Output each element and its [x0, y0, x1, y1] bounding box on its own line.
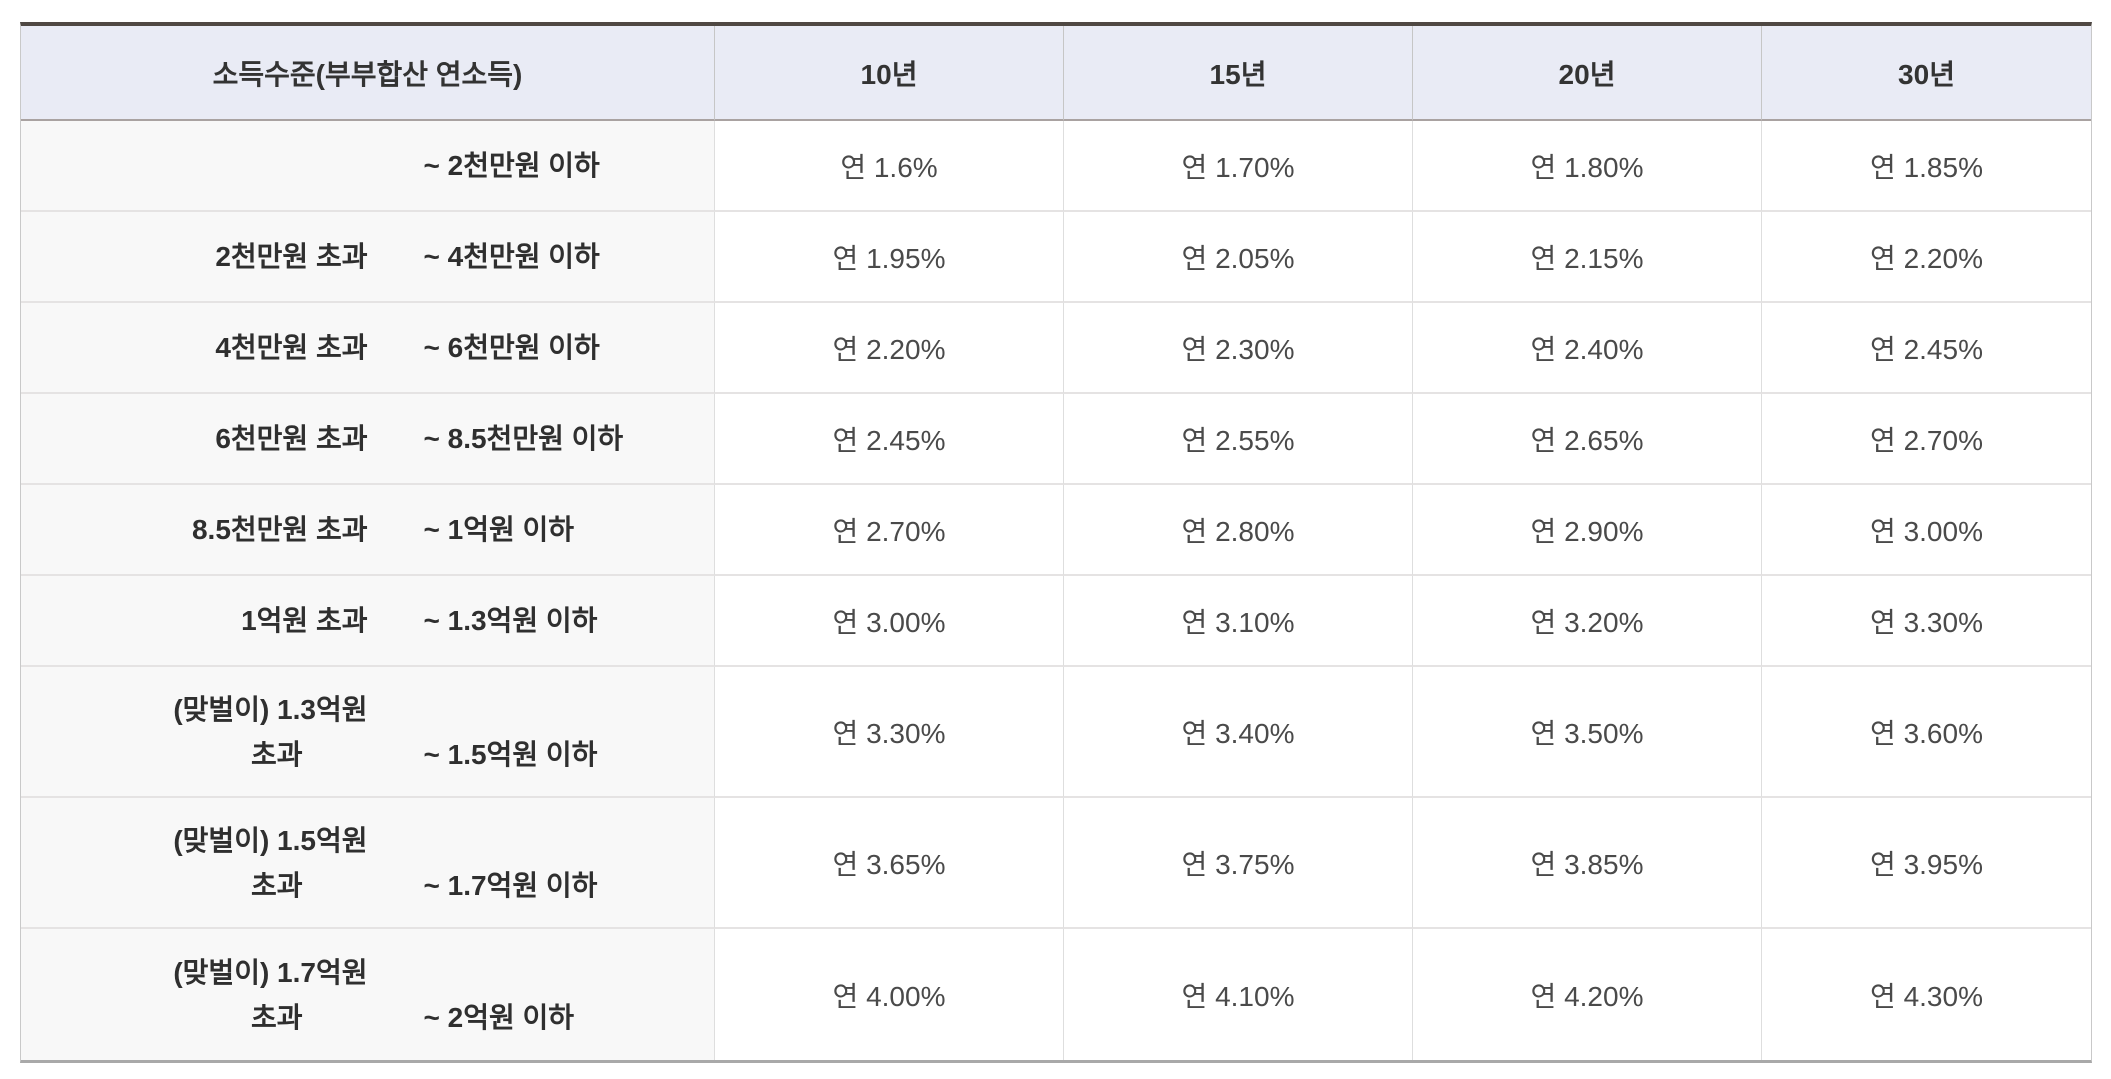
income-upper-bound: ~ 4천만원 이하: [423, 241, 600, 272]
income-bracket-cell: (맞벌이) 1.3억원 초과 ~ 1.5억원 이하: [21, 667, 715, 798]
rate-cell: 연 4.00%: [715, 929, 1064, 1060]
rate-cell: 연 4.20%: [1413, 929, 1762, 1060]
rate-cell: 연 1.80%: [1413, 121, 1762, 212]
rate-cell: 연 2.20%: [1762, 212, 2091, 303]
income-bracket-line: (맞벌이) 1.3억원: [21, 687, 714, 732]
income-lower-bound: 4천만원 초과: [215, 332, 368, 363]
table-row: (맞벌이) 1.7억원 초과 ~ 2억원 이하 연 4.00% 연 4.10% …: [21, 929, 2091, 1060]
rate-cell: 연 4.10%: [1064, 929, 1413, 1060]
income-lower-bound: 6천만원 초과: [215, 423, 368, 454]
income-lower-bound: (맞벌이) 1.5억원: [173, 824, 368, 856]
income-lower-bound: 8.5천만원 초과: [191, 514, 368, 545]
rate-cell: 연 3.60%: [1762, 667, 2091, 798]
income-upper-bound: ~ 1억원 이하: [423, 514, 575, 545]
income-upper-bound: ~ 2천만원 이하: [423, 150, 600, 181]
table-row: (맞벌이) 1.5억원 초과 ~ 1.7억원 이하 연 3.65% 연 3.75…: [21, 798, 2091, 929]
rate-cell: 연 3.75%: [1064, 798, 1413, 929]
rate-cell: 연 3.00%: [1762, 485, 2091, 576]
rate-cell: 연 1.85%: [1762, 121, 2091, 212]
income-upper-bound: ~ 1.5억원 이하: [423, 738, 598, 770]
interest-rate-table: 소득수준(부부합산 연소득) 10년 15년 20년 30년 ~ 2천만원 이하…: [20, 22, 2092, 1063]
table-row: 2천만원 초과 ~ 4천만원 이하 연 1.95% 연 2.05% 연 2.15…: [21, 212, 2091, 303]
income-bracket-line: 초과 ~ 1.7억원 이하: [21, 863, 714, 908]
income-bracket-line: 초과 ~ 2억원 이하: [21, 995, 714, 1040]
header-term-10y: 10년: [715, 26, 1064, 121]
table-header-row: 소득수준(부부합산 연소득) 10년 15년 20년 30년: [21, 26, 2091, 121]
rate-cell: 연 1.70%: [1064, 121, 1413, 212]
income-bracket-cell: 6천만원 초과 ~ 8.5천만원 이하: [21, 394, 715, 485]
header-income-level: 소득수준(부부합산 연소득): [21, 26, 715, 121]
rate-cell: 연 3.50%: [1413, 667, 1762, 798]
header-term-30y: 30년: [1762, 26, 2091, 121]
income-upper-bound: [368, 950, 715, 995]
income-bracket-cell: 4천만원 초과 ~ 6천만원 이하: [21, 303, 715, 394]
income-lower-bound: 초과: [250, 1001, 303, 1033]
rate-cell: 연 2.55%: [1064, 394, 1413, 485]
income-bracket-line: 8.5천만원 초과 ~ 1억원 이하: [21, 507, 714, 552]
income-lower-bound: (맞벌이) 1.3억원: [173, 693, 368, 725]
rate-cell: 연 3.10%: [1064, 576, 1413, 667]
income-bracket-line: 4천만원 초과 ~ 6천만원 이하: [21, 325, 714, 370]
rate-cell: 연 4.30%: [1762, 929, 2091, 1060]
header-term-15y: 15년: [1064, 26, 1413, 121]
rate-cell: 연 2.45%: [1762, 303, 2091, 394]
income-bracket-line: 6천만원 초과 ~ 8.5천만원 이하: [21, 416, 714, 461]
rate-cell: 연 2.40%: [1413, 303, 1762, 394]
rate-cell: 연 2.45%: [715, 394, 1064, 485]
rate-cell: 연 3.40%: [1064, 667, 1413, 798]
income-bracket-line: (맞벌이) 1.5억원: [21, 818, 714, 863]
rate-cell: 연 1.6%: [715, 121, 1064, 212]
income-upper-bound: ~ 8.5천만원 이하: [423, 423, 624, 454]
income-bracket-line: (맞벌이) 1.7억원: [21, 950, 714, 995]
income-upper-bound: ~ 2억원 이하: [423, 1001, 575, 1033]
income-bracket-cell: 1억원 초과 ~ 1.3억원 이하: [21, 576, 715, 667]
income-bracket-cell: (맞벌이) 1.5억원 초과 ~ 1.7억원 이하: [21, 798, 715, 929]
rate-cell: 연 2.70%: [1762, 394, 2091, 485]
rate-cell: 연 3.30%: [1762, 576, 2091, 667]
income-bracket-line: 2천만원 초과 ~ 4천만원 이하: [21, 234, 714, 279]
rate-cell: 연 1.95%: [715, 212, 1064, 303]
rate-cell: 연 3.65%: [715, 798, 1064, 929]
income-upper-bound: ~ 6천만원 이하: [423, 332, 600, 363]
income-lower-bound: 1억원 초과: [241, 605, 368, 636]
rate-cell: 연 3.85%: [1413, 798, 1762, 929]
income-bracket-line: 1억원 초과 ~ 1.3억원 이하: [21, 598, 714, 643]
rate-cell: 연 3.30%: [715, 667, 1064, 798]
rate-cell: 연 2.05%: [1064, 212, 1413, 303]
income-bracket-cell: 8.5천만원 초과 ~ 1억원 이하: [21, 485, 715, 576]
income-lower-bound: 2천만원 초과: [215, 241, 368, 272]
rate-cell: 연 2.65%: [1413, 394, 1762, 485]
rate-cell: 연 2.20%: [715, 303, 1064, 394]
header-term-20y: 20년: [1413, 26, 1762, 121]
income-lower-bound: (맞벌이) 1.7억원: [173, 956, 368, 988]
rate-cell: 연 2.70%: [715, 485, 1064, 576]
income-upper-bound: ~ 1.7억원 이하: [423, 869, 598, 901]
income-bracket-line: ~ 2천만원 이하: [21, 143, 714, 188]
income-lower-bound: [21, 143, 368, 188]
income-upper-bound: [368, 687, 715, 732]
income-upper-bound: [368, 818, 715, 863]
rate-cell: 연 2.90%: [1413, 485, 1762, 576]
table-row: (맞벌이) 1.3억원 초과 ~ 1.5억원 이하 연 3.30% 연 3.40…: [21, 667, 2091, 798]
income-bracket-cell: (맞벌이) 1.7억원 초과 ~ 2억원 이하: [21, 929, 715, 1060]
rate-cell: 연 2.30%: [1064, 303, 1413, 394]
income-lower-bound: 초과: [250, 738, 303, 770]
table-row: ~ 2천만원 이하 연 1.6% 연 1.70% 연 1.80% 연 1.85%: [21, 121, 2091, 212]
table-row: 4천만원 초과 ~ 6천만원 이하 연 2.20% 연 2.30% 연 2.40…: [21, 303, 2091, 394]
table-row: 8.5천만원 초과 ~ 1억원 이하 연 2.70% 연 2.80% 연 2.9…: [21, 485, 2091, 576]
table-row: 6천만원 초과 ~ 8.5천만원 이하 연 2.45% 연 2.55% 연 2.…: [21, 394, 2091, 485]
rate-cell: 연 3.95%: [1762, 798, 2091, 929]
income-bracket-line: 초과 ~ 1.5억원 이하: [21, 732, 714, 777]
income-lower-bound: 초과: [250, 869, 303, 901]
income-bracket-cell: ~ 2천만원 이하: [21, 121, 715, 212]
rate-cell: 연 3.00%: [715, 576, 1064, 667]
rate-cell: 연 2.15%: [1413, 212, 1762, 303]
income-bracket-cell: 2천만원 초과 ~ 4천만원 이하: [21, 212, 715, 303]
table-row: 1억원 초과 ~ 1.3억원 이하 연 3.00% 연 3.10% 연 3.20…: [21, 576, 2091, 667]
rate-cell: 연 2.80%: [1064, 485, 1413, 576]
rate-cell: 연 3.20%: [1413, 576, 1762, 667]
income-upper-bound: ~ 1.3억원 이하: [423, 605, 598, 636]
